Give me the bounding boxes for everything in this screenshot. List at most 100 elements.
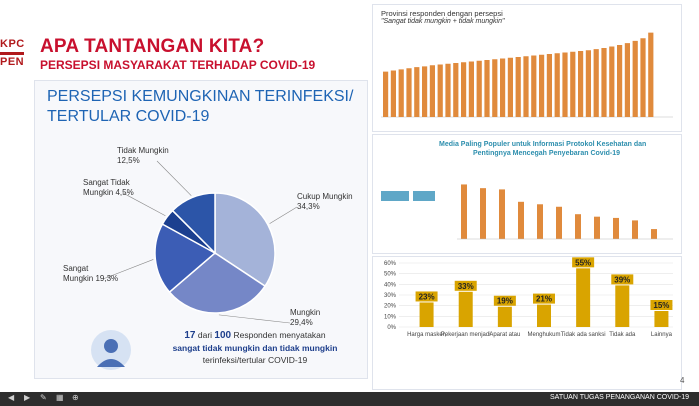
media-bar [594, 216, 600, 239]
province-bar [609, 46, 615, 117]
province-bar [593, 49, 599, 117]
province-bar [476, 60, 482, 117]
media-bar [499, 189, 505, 239]
province-bar [390, 70, 396, 117]
province-bar [500, 58, 506, 117]
province-bar [624, 43, 630, 117]
media-chart-panel: Media Paling Populer untuk Informasi Pro… [372, 134, 682, 254]
province-bar [406, 68, 412, 117]
province-bar [632, 40, 638, 117]
category-label: Tidak ada sanksi [561, 332, 606, 338]
province-bar [585, 50, 591, 117]
value-label: 39% [614, 275, 630, 284]
media-bar [461, 184, 467, 239]
y-tick-label: 30% [384, 293, 397, 299]
media-bar [651, 229, 657, 239]
province-bar [523, 56, 529, 117]
province-bar [648, 32, 654, 117]
presentation-slide: KPC PEN APA TANTANGAN KITA? PERSEPSI MAS… [0, 0, 699, 392]
media-bar [518, 201, 524, 239]
y-tick-label: 0% [387, 325, 396, 331]
pie-label: Mungkin 29,4% [290, 308, 320, 327]
province-bar [554, 53, 560, 117]
forward-arrow-icon[interactable]: ▶ [24, 393, 31, 402]
value-label: 15% [653, 301, 669, 310]
province-bar [617, 45, 623, 117]
category-label: Pekerjaan menjadi [441, 332, 491, 338]
province-bar [531, 55, 537, 117]
pie-chart-panel: PERSEPSI KEMUNGKINAN TERINFEKSI/ TERTULA… [34, 80, 368, 379]
category-label: Tidak ada [609, 332, 636, 338]
province-bar [398, 69, 404, 117]
value-label-bg [611, 274, 634, 285]
province-bar-chart [381, 32, 673, 118]
media-bar [613, 217, 619, 239]
pie-slice [168, 252, 267, 314]
province-bar [640, 38, 646, 117]
pie-leader-line [102, 259, 154, 280]
panel-title: PERSEPSI KEMUNGKINAN TERINFEKSI/ TERTULA… [47, 88, 354, 125]
province-bar [422, 66, 428, 117]
kpcpen-logo: KPC PEN [0, 38, 25, 68]
challenges-chart-panel: 0% 10% 20% 30% 40% 50% 60% 23% Harga masker, 33% P… [372, 256, 682, 390]
category-label: Menghukum [527, 332, 560, 338]
media-chart-title2: Pentingnya Mencegah Penyebaran Covid-19 [473, 150, 621, 157]
category-label: Harga masker, [407, 332, 446, 338]
pie-label: Tidak Mungkin 12,5% [117, 146, 169, 165]
challenge-bar [458, 291, 473, 327]
value-label-bg [454, 280, 477, 291]
y-tick-label: 50% [384, 272, 397, 278]
value-label: 19% [497, 297, 513, 306]
province-bar [468, 61, 474, 117]
pie-leader-line [156, 160, 192, 196]
media-bar-chart [381, 184, 673, 240]
y-tick-label: 40% [384, 282, 397, 288]
province-bar [429, 65, 435, 117]
province-bar [414, 67, 420, 117]
province-bar [453, 63, 459, 117]
media-bar [480, 188, 486, 239]
pie-leader-line [218, 314, 291, 324]
category-label: Aparat atau [489, 332, 520, 338]
media-badge [413, 191, 435, 201]
province-bar [492, 59, 498, 117]
pie-label: Cukup Mungkin 34,3% [297, 192, 353, 211]
pie-leader-line [269, 206, 298, 224]
slides-icon[interactable]: ▦ [56, 393, 64, 402]
province-bar [578, 51, 584, 117]
challenge-bar [615, 285, 630, 327]
y-tick-label: 60% [384, 261, 397, 267]
challenge-bar [419, 302, 434, 327]
zoom-icon[interactable]: ⊕ [72, 393, 79, 402]
value-label-bg [415, 291, 438, 302]
category-label: Lainnya [651, 332, 673, 338]
person-icon [91, 330, 131, 370]
page-number: 4 [680, 376, 685, 385]
province-bar [515, 57, 521, 117]
province-bar [437, 64, 443, 117]
province-chart-title: Provinsi responden dengan persepsi [381, 9, 503, 18]
y-tick-label: 20% [384, 304, 397, 310]
province-chart-subtitle: "Sangat tidak mungkin + tidak mungkin" [381, 18, 505, 25]
value-label: 23% [419, 292, 435, 301]
challenge-bar [654, 311, 669, 327]
province-bar [507, 57, 513, 117]
province-bar [484, 60, 490, 117]
back-arrow-icon[interactable]: ◀ [8, 393, 15, 402]
challenge-bar [576, 268, 591, 327]
pie-slice [171, 192, 216, 255]
province-bar [562, 52, 568, 117]
province-bar [445, 63, 451, 117]
slide-title: APA TANTANGAN KITA? [40, 36, 265, 57]
pen-icon[interactable]: ✎ [40, 393, 47, 402]
value-label: 55% [575, 258, 591, 267]
value-label: 33% [458, 282, 474, 291]
challenges-bar-chart: 0% 10% 20% 30% 40% 50% 60% 23% Harga masker, 33% P… [384, 257, 673, 338]
slide-subtitle: PERSEPSI MASYARAKAT TERHADAP COVID-19 [40, 58, 316, 72]
media-chart-title: Media Paling Populer untuk Informasi Pro… [439, 141, 647, 148]
footnote: 17 dari 100 Responden menyatakan sangat … [172, 330, 338, 365]
y-tick-label: 10% [384, 314, 397, 320]
province-bar [461, 62, 467, 117]
pie-label: Sangat Mungkin 19,3% [63, 264, 118, 283]
challenge-bar [537, 304, 551, 327]
